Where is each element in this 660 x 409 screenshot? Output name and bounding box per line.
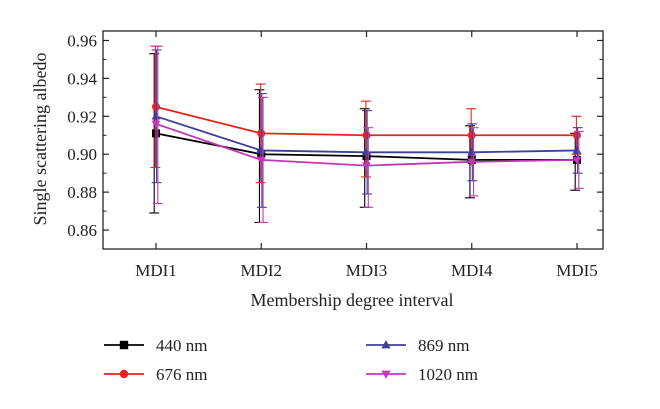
legend-label: 676 nm <box>156 365 207 384</box>
y-tick-label: 0.86 <box>67 221 97 240</box>
data-point <box>573 131 581 140</box>
data-point <box>151 120 161 129</box>
series-3 <box>151 45 584 224</box>
plot-frame <box>102 30 604 250</box>
legend: 440 nm 676 nm 869 nm 1020 nm <box>104 336 478 384</box>
axes: 0.86 0.88 0.90 0.92 0.94 0.96 MDI1 MDI2 MDI3 MDI4… <box>67 30 604 280</box>
y-tick-label: 0.88 <box>67 183 97 202</box>
x-tick-label: MDI3 <box>346 261 388 280</box>
data-point <box>257 129 266 138</box>
y-axis-title: Single scattering albedo <box>30 53 50 226</box>
y-tick-label: 0.96 <box>67 31 97 50</box>
data-point <box>467 158 477 167</box>
data-point <box>362 152 371 161</box>
legend-item: 676 nm <box>104 365 207 384</box>
y-tick-label: 0.92 <box>67 107 97 126</box>
x-tick-label: MDI1 <box>135 261 177 280</box>
y-tick-label: 0.90 <box>67 145 97 164</box>
data-point <box>467 131 476 140</box>
x-tick-label: MDI2 <box>240 261 282 280</box>
x-axis-title: Membership degree interval <box>251 290 454 310</box>
data-point <box>362 131 371 140</box>
data-point <box>151 111 161 120</box>
legend-label: 869 nm <box>418 336 469 355</box>
data-point <box>256 156 266 165</box>
legend-item: 1020 nm <box>366 365 478 384</box>
legend-label: 1020 nm <box>418 365 478 384</box>
legend-marker <box>381 370 391 379</box>
x-tick-label: MDI5 <box>556 261 598 280</box>
legend-marker <box>381 340 391 349</box>
plot-area <box>149 45 584 224</box>
legend-marker <box>119 369 129 379</box>
data-point <box>257 150 266 159</box>
data-point <box>152 102 160 111</box>
legend-label: 440 nm <box>156 336 207 355</box>
data-point <box>362 162 371 171</box>
data-point <box>152 129 160 138</box>
series-1 <box>150 45 582 184</box>
x-tick-label: MDI4 <box>451 261 493 280</box>
legend-item: 440 nm <box>104 336 207 355</box>
data-point <box>572 156 582 165</box>
legend-item: 869 nm <box>366 336 469 355</box>
series-2 <box>151 49 583 208</box>
y-tick-label: 0.94 <box>67 69 97 88</box>
legend-marker <box>119 340 129 350</box>
